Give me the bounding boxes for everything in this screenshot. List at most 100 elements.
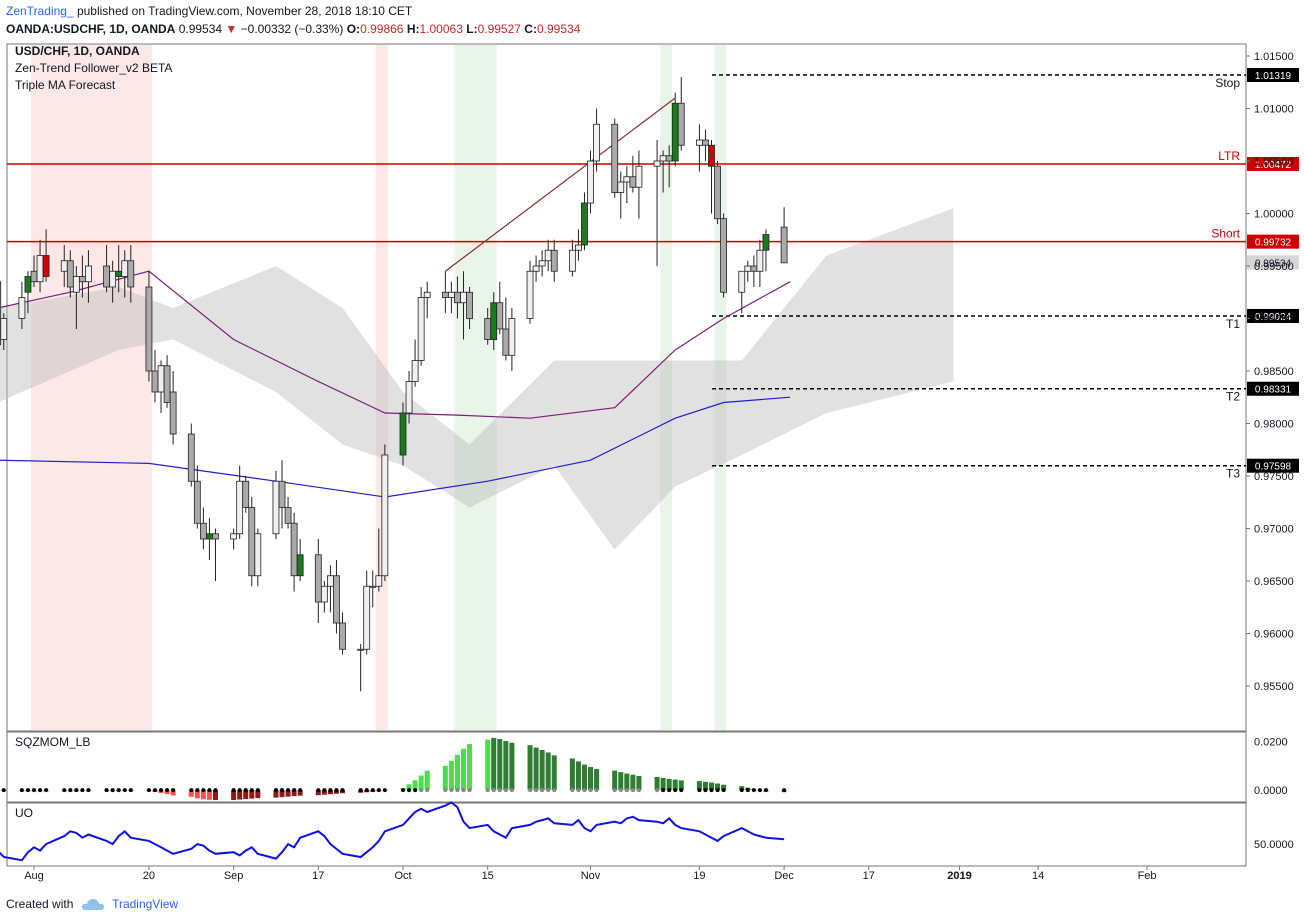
sqz-bar — [442, 765, 448, 791]
sqz-dot — [739, 788, 744, 793]
price-tag-t3 — [1247, 458, 1299, 473]
sqz-dot — [419, 788, 424, 793]
sqz-bar — [448, 760, 454, 791]
uo-label[interactable]: UO — [15, 806, 33, 820]
candle-body — [623, 176, 631, 183]
sqz-dot — [570, 788, 575, 793]
sqz-dot — [679, 788, 684, 793]
trendline — [444, 97, 676, 272]
candle-body — [744, 265, 752, 272]
candle-body — [115, 270, 123, 277]
candle-body — [0, 318, 8, 340]
candle-body — [441, 291, 449, 298]
sqz-dot — [243, 788, 248, 793]
sqz-dot — [298, 788, 303, 793]
candle-body — [127, 260, 135, 288]
candle-body — [665, 155, 673, 162]
last-price-tag-text: 0.99534 — [1255, 258, 1292, 269]
candle-body — [381, 454, 389, 577]
sqz-dot — [44, 788, 49, 793]
candle-body — [339, 622, 346, 650]
sqz-bar — [255, 790, 261, 799]
sqz-bar — [624, 773, 630, 791]
sqz-bar — [575, 761, 581, 791]
candle-body — [206, 533, 213, 540]
author-link[interactable]: ZenTrading_ — [6, 4, 74, 18]
sqz-dot — [201, 788, 206, 793]
indicator-zen-trend[interactable]: Zen-Trend Follower_v2 BETA — [15, 61, 173, 75]
sqz-bar — [527, 745, 533, 791]
sqz-bar — [702, 781, 708, 791]
sqz-bar — [612, 770, 618, 791]
candle-body — [532, 265, 540, 272]
sqz-dot — [618, 788, 623, 793]
candle-body — [327, 575, 334, 587]
sqz-dot — [249, 788, 254, 793]
sqz-bar — [696, 781, 702, 791]
sqz-dot — [751, 788, 756, 793]
sqz-dot — [540, 788, 545, 793]
sqz-bar — [291, 790, 297, 797]
candle-body — [236, 480, 244, 535]
level-label-t1: T1 — [1226, 317, 1240, 331]
candle-body — [526, 270, 534, 319]
y-tick-label: 1.01500 — [1254, 51, 1294, 63]
sqz-bar — [533, 747, 539, 791]
sqz-bar — [418, 775, 424, 791]
candle-body — [278, 480, 286, 508]
sqz-dot — [207, 788, 212, 793]
sqz-bar — [412, 780, 418, 791]
candle-body — [575, 244, 582, 251]
uo-y-tick-label: 50.0000 — [1254, 839, 1294, 851]
candle-body — [720, 218, 728, 293]
high-label: H: — [406, 22, 420, 36]
y-tick-label: 1.00000 — [1254, 209, 1294, 221]
sqz-dot — [673, 788, 678, 793]
candle-body — [502, 328, 510, 356]
price-tag-text-stop: 1.01319 — [1255, 71, 1292, 82]
ichimoku-cloud — [0, 208, 954, 550]
price-tag-text-t2: 0.98331 — [1255, 385, 1292, 396]
y-tick-label: 0.97500 — [1254, 471, 1294, 483]
level-label-stop: Stop — [1215, 76, 1240, 90]
sqz-dot — [782, 788, 787, 793]
price-tag-ltr — [1247, 156, 1299, 171]
sqz-dot — [273, 788, 278, 793]
x-tick-label: 20 — [143, 870, 155, 882]
sqzmom-label[interactable]: SQZMOM_LB — [15, 735, 91, 749]
candle-body — [629, 176, 637, 188]
level-label-t2: T2 — [1226, 390, 1240, 404]
sqz-dot — [534, 788, 539, 793]
candle-body — [212, 533, 219, 540]
candle-body — [242, 480, 250, 508]
sqz-dot — [721, 788, 726, 793]
candle-body — [411, 360, 419, 382]
indicator-triple-ma[interactable]: Triple MA Forecast — [15, 78, 116, 92]
price-tag-short — [1247, 234, 1299, 249]
signal-band — [31, 45, 152, 730]
tradingview-link[interactable]: TradingView — [112, 897, 179, 911]
sqz-dot — [401, 788, 405, 793]
candle-body — [254, 533, 262, 577]
sqz-dot — [213, 788, 218, 793]
sqz-dot — [455, 788, 460, 793]
candle-body — [454, 291, 461, 304]
candle-body — [314, 554, 322, 603]
ma-fast-line — [0, 270, 791, 419]
sqz-dot — [195, 788, 200, 793]
sqz-bar — [709, 782, 715, 791]
sqz-dot — [86, 788, 91, 793]
sqz-bar — [654, 776, 660, 791]
sqz-bar — [467, 743, 473, 791]
sqz-dot — [667, 788, 672, 793]
sqz-dot — [425, 788, 430, 793]
sqz-dot — [528, 788, 533, 793]
sqz-bar — [581, 764, 587, 791]
candle-body — [272, 480, 280, 535]
candle-body — [677, 102, 685, 146]
sqz-dot — [655, 788, 660, 793]
sqz-dot — [328, 788, 333, 793]
sqz-bar — [551, 755, 557, 791]
sqz-dot — [546, 788, 551, 793]
